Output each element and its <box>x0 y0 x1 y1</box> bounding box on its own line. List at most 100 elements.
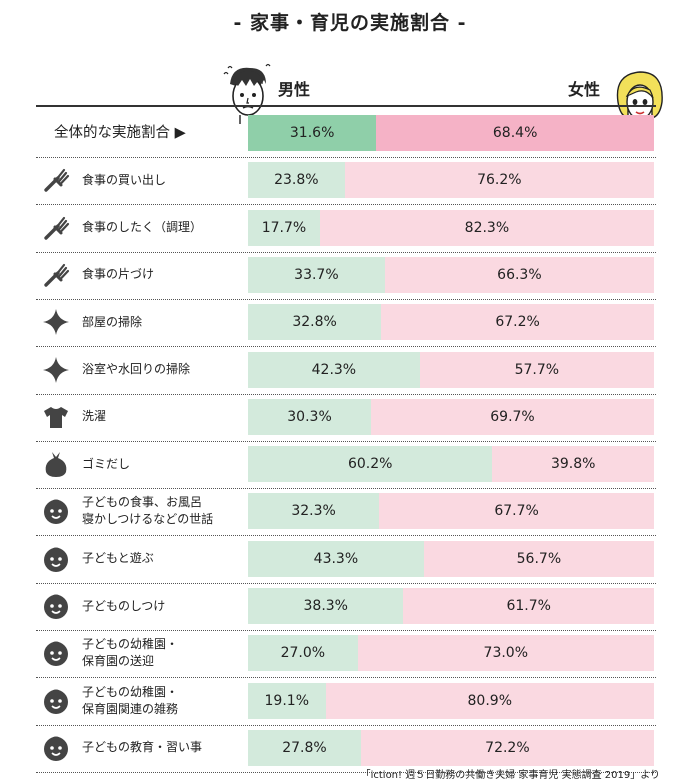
row-separator <box>36 298 656 300</box>
stacked-bar: 23.8% 76.2% <box>248 162 654 199</box>
row-separator <box>36 393 656 395</box>
stacked-bar: 32.3% 67.7% <box>248 493 654 530</box>
stacked-bar: 31.6% 68.4% <box>248 115 654 151</box>
fork-icon <box>42 166 70 194</box>
bar-segment-female: 68.4% <box>376 115 654 151</box>
bar-segment-male: 32.8% <box>248 304 382 341</box>
task-row: 食事の買い出し 23.8% 76.2% <box>36 157 656 206</box>
task-row: 子どものしつけ 38.3% 61.7% <box>36 583 656 631</box>
row-separator <box>36 677 656 679</box>
category-label: 子どものしつけ <box>82 598 166 613</box>
bar-segment-male: 42.3% <box>248 351 420 388</box>
stacked-bar: 43.3% 56.7% <box>248 540 654 577</box>
category-label: 部屋の掃除 <box>82 314 143 329</box>
category-label: 子どもと遊ぶ <box>82 551 154 566</box>
child-face-icon <box>42 734 70 762</box>
bar-segment-female: 80.9% <box>325 682 654 719</box>
fork-icon <box>42 261 70 289</box>
stacked-bar: 27.0% 73.0% <box>248 635 654 672</box>
child-face-icon <box>42 545 70 573</box>
row-separator <box>36 204 656 206</box>
task-row: 子どもの幼稚園・ 保育園関連の雑務 19.1% 80.9% <box>36 678 656 726</box>
stacked-bar: 38.3% 61.7% <box>248 588 654 624</box>
row-separator <box>36 251 656 253</box>
bar-segment-female: 82.3% <box>319 209 654 246</box>
category-label: 子どもの幼稚園・ 保育園の送迎 <box>82 637 179 669</box>
row-separator <box>36 488 656 490</box>
category-label: 子どもの食事、お風呂 寝かしつけるなどの世話 <box>82 495 214 527</box>
sparkle-icon <box>42 308 70 336</box>
category-label: 食事の片づけ <box>82 267 155 282</box>
task-row: 子どもの幼稚園・ 保育園の送迎 27.0% 73.0% <box>36 630 656 679</box>
task-row: 洗濯 30.3% 69.7% <box>36 394 656 442</box>
category-label: 子どもの教育・習い事 <box>82 740 203 755</box>
row-separator <box>36 535 656 537</box>
overall-row: 全体的な実施割合 ▶ 31.6% 68.4% <box>36 110 656 158</box>
bar-segment-male: 30.3% <box>248 398 372 435</box>
bar-segment-female: 72.2% <box>360 729 654 766</box>
header-rule <box>36 105 656 107</box>
stacked-bar: 33.7% 66.3% <box>248 256 654 293</box>
bar-segment-male: 19.1% <box>248 682 326 719</box>
task-row: 子どもの食事、お風呂 寝かしつけるなどの世話 32.3% 67.7% <box>36 488 656 537</box>
bar-segment-female: 76.2% <box>344 162 654 199</box>
bar-segment-female: 39.8% <box>492 446 654 483</box>
task-row: 食事の片づけ 33.7% 66.3% <box>36 252 656 300</box>
stacked-bar: 32.8% 67.2% <box>248 304 654 341</box>
source-note: 「iction! 週５日勤務の共働き夫婦 家事育児 実態調査 2019」より <box>360 770 660 781</box>
stacked-bar: 42.3% 57.7% <box>248 351 654 388</box>
child-face-icon <box>42 639 70 667</box>
row-separator <box>36 582 656 584</box>
female-avatar-icon <box>616 71 663 128</box>
task-row: 食事のしたく（調理） 17.7% 82.3% <box>36 205 656 253</box>
bar-segment-female: 56.7% <box>423 540 654 577</box>
row-separator <box>36 630 656 631</box>
task-row: 浴室や水回りの掃除 42.3% 57.7% <box>36 347 656 395</box>
chart-title: - 家事・育児の実施割合 - <box>233 12 467 34</box>
task-row: 子どもの教育・習い事 27.8% 72.2% <box>36 725 656 773</box>
bar-segment-female: 67.7% <box>379 493 654 530</box>
row-separator <box>36 157 656 158</box>
shirt-icon <box>42 403 70 431</box>
bar-segment-male: 38.3% <box>248 588 404 624</box>
bar-segment-female: 66.3% <box>384 256 654 293</box>
bar-segment-male: 27.8% <box>248 729 361 766</box>
category-label: 食事の買い出し <box>82 172 167 187</box>
legend-male: 男性 <box>278 80 311 99</box>
bar-segment-female: 67.2% <box>381 304 654 341</box>
category-label: 全体的な実施割合 ▶ <box>54 124 186 141</box>
bar-segment-male: 33.7% <box>248 256 385 293</box>
category-label: ゴミだし <box>82 456 131 471</box>
bar-segment-male: 31.6% <box>248 115 377 151</box>
task-row: ゴミだし 60.2% 39.8% <box>36 441 656 490</box>
row-separator <box>36 724 656 726</box>
row-separator <box>36 346 656 348</box>
category-label: 食事のしたく（調理） <box>82 220 203 235</box>
stacked-bar: 60.2% 39.8% <box>248 446 654 483</box>
bar-segment-male: 23.8% <box>248 162 345 199</box>
bar-segment-male: 43.3% <box>248 540 424 577</box>
legend-female: 女性 <box>568 80 601 99</box>
stacked-bar: 27.8% 72.2% <box>248 729 654 766</box>
task-row: 部屋の掃除 32.8% 67.2% <box>36 299 656 348</box>
sparkle-icon <box>42 356 70 384</box>
child-face-icon <box>42 687 70 715</box>
bar-segment-female: 73.0% <box>357 635 654 672</box>
task-row: 子どもと遊ぶ 43.3% 56.7% <box>36 536 656 584</box>
bar-segment-female: 69.7% <box>371 398 654 435</box>
child-face-icon <box>42 497 70 525</box>
category-label: 子どもの幼稚園・ 保育園関連の雑務 <box>82 684 179 716</box>
row-separator <box>36 771 656 773</box>
bar-segment-male: 32.3% <box>248 493 380 530</box>
garbage-bag-icon <box>42 450 70 478</box>
fork-icon <box>42 214 70 242</box>
bar-segment-male: 60.2% <box>248 446 493 483</box>
stacked-bar: 30.3% 69.7% <box>248 398 654 435</box>
child-face-icon <box>42 592 70 620</box>
row-separator <box>36 440 656 442</box>
bar-segment-female: 61.7% <box>403 588 654 624</box>
category-label: 浴室や水回りの掃除 <box>82 362 191 376</box>
category-label: 洗濯 <box>82 409 107 424</box>
bar-segment-male: 17.7% <box>248 209 320 246</box>
bar-segment-female: 57.7% <box>419 351 654 388</box>
